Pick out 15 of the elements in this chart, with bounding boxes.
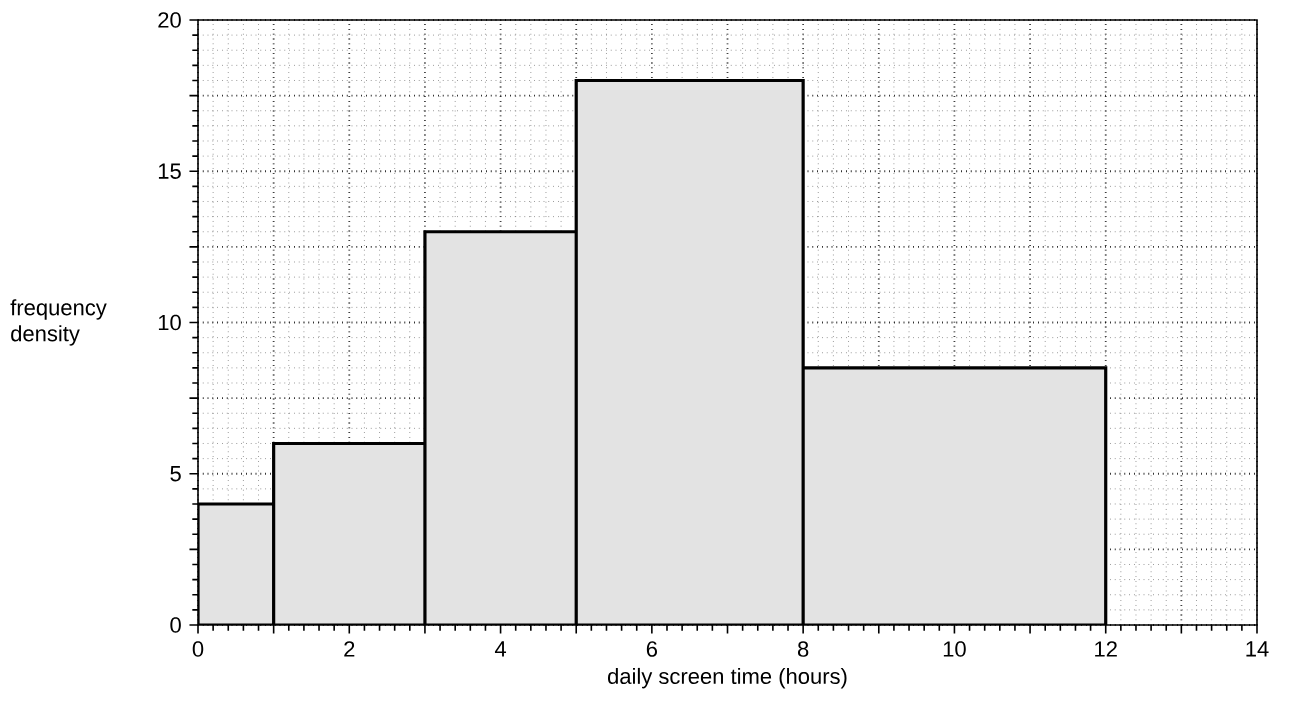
x-tick-label: 8 [797, 641, 809, 657]
y-tick-label: 0 [170, 617, 181, 633]
y-tick-label: 10 [158, 314, 181, 331]
x-tick-label: 14 [1246, 641, 1269, 657]
x-tick-label: 6 [646, 641, 657, 657]
y-tick-label: 5 [170, 466, 181, 482]
y-tick-label: 15 [158, 163, 181, 179]
y-axis-title: frequency density [10, 299, 107, 346]
x-tick-label: 2 [344, 641, 355, 657]
x-tick-label: 0 [192, 641, 204, 657]
x-tick-label: 4 [494, 641, 507, 657]
x-tick-label: 12 [1095, 641, 1117, 657]
x-axis-title: daily screen time (hours) [607, 667, 847, 689]
y-tick-label: 20 [158, 12, 181, 28]
x-tick-label: 10 [943, 641, 966, 657]
